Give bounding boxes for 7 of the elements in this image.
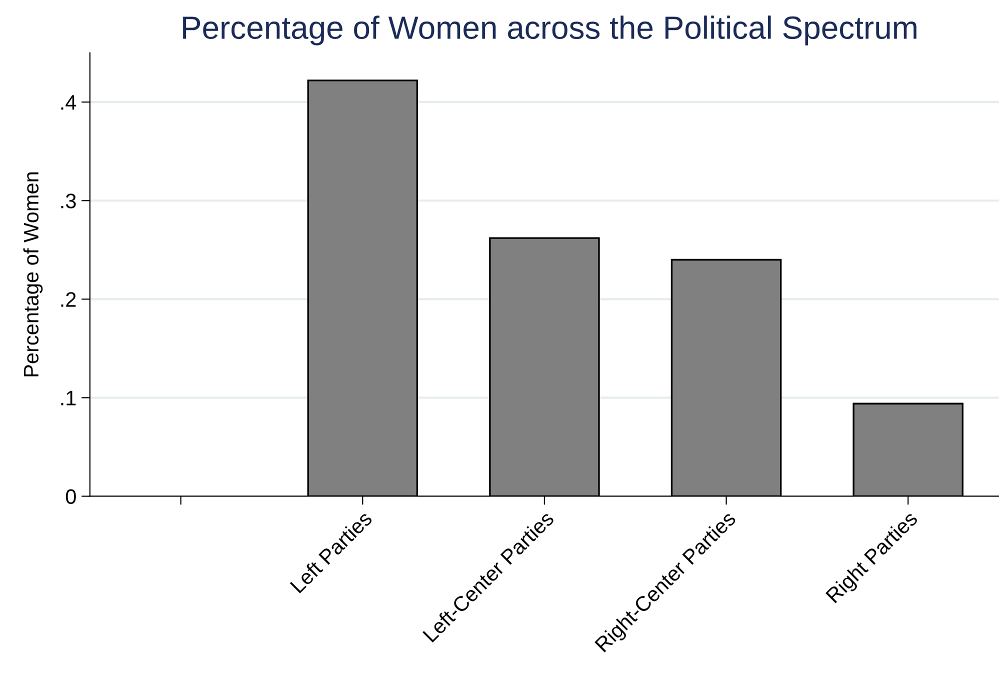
y-tick-label: .4 [61, 95, 76, 110]
chart-title: Percentage of Women across the Political Spectrum [183, 16, 916, 46]
y-tick-label: 0 [66, 489, 76, 504]
y-tick-label: .3 [61, 194, 76, 208]
y-tick-label: .2 [61, 292, 76, 307]
y-axis-title: Percentage of Women [23, 172, 43, 376]
y-tick-label: .1 [61, 390, 76, 406]
